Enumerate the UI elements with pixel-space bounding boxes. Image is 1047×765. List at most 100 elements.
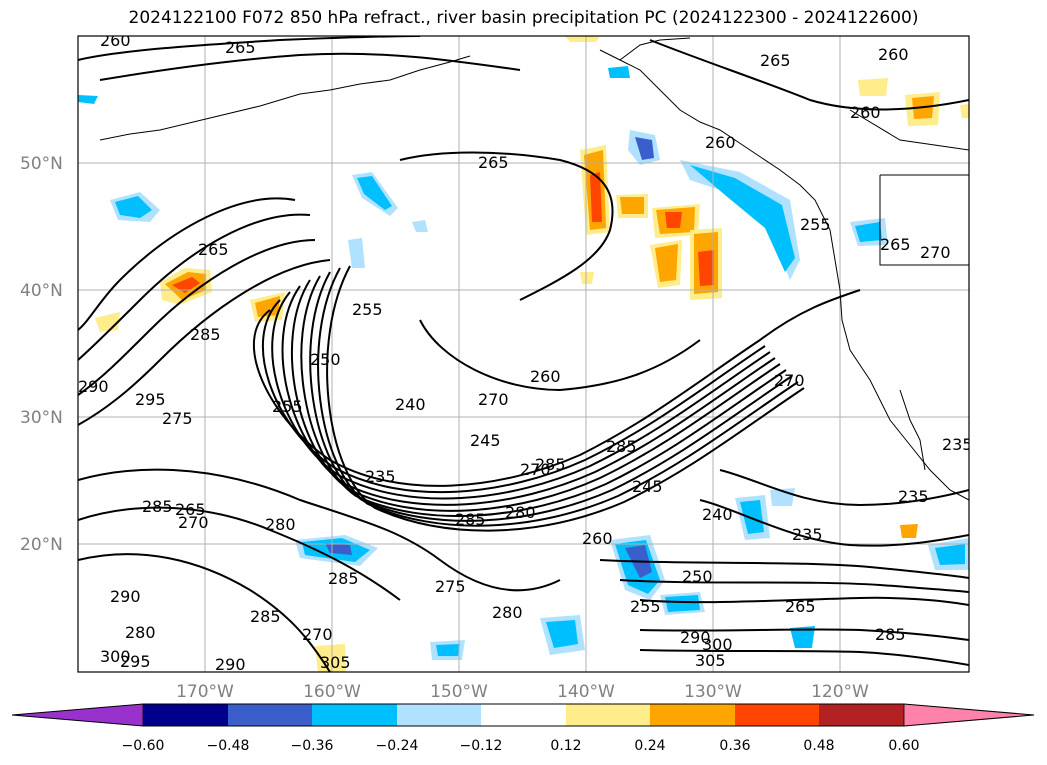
- contour-label: 285: [875, 625, 906, 644]
- colorbar-segment: [566, 704, 650, 726]
- contour-label: 265: [880, 235, 911, 254]
- contour-label: 235: [792, 525, 823, 544]
- contour-label: 255: [272, 397, 303, 416]
- contour-label: 265: [478, 153, 509, 172]
- contour-label: 260: [530, 367, 561, 386]
- contour-label: 305: [320, 653, 351, 672]
- contour-label: 275: [162, 409, 193, 428]
- contour-label: 255: [630, 597, 661, 616]
- lon-label: 140°W: [557, 682, 615, 702]
- contour-label: 270: [774, 371, 805, 390]
- contour-label: 250: [310, 350, 341, 369]
- colorbar: −0.60 −0.48 −0.36 −0.24 −0.12 0.12 0.24 …: [11, 703, 1035, 754]
- contour-label: 290: [110, 587, 141, 606]
- lon-label: 150°W: [430, 682, 488, 702]
- colorbar-extend-low: [12, 704, 143, 726]
- colorbar-tick: 0.60: [888, 738, 919, 754]
- contour-label: 285: [190, 325, 221, 344]
- colorbar-segment: [397, 704, 481, 726]
- colorbar-tick: 0.48: [803, 738, 834, 754]
- contour-labels: 260 265 265 265 265 260 260 260 260 255 …: [78, 31, 973, 674]
- contour-label: 270: [920, 243, 951, 262]
- colorbar-extend-high: [904, 704, 1034, 726]
- contour-label: 285: [328, 569, 359, 588]
- contour-label: 290: [78, 377, 109, 396]
- contour-label: 270: [302, 625, 333, 644]
- colorbar-tick: −0.12: [460, 738, 503, 754]
- colorbar-segment: [481, 704, 566, 726]
- contour-label: 285: [142, 497, 173, 516]
- contour-label: 265: [175, 500, 206, 519]
- contour-label: 285: [535, 455, 566, 474]
- contour-label: 280: [265, 515, 296, 534]
- contour-label: 275: [435, 577, 466, 596]
- colorbar-tick: −0.60: [122, 738, 165, 754]
- precip-shading: [78, 36, 969, 672]
- contour-label: 280: [492, 603, 523, 622]
- contour-label: 290: [215, 655, 246, 674]
- lat-label: 20°N: [20, 535, 63, 555]
- contour-label: 240: [395, 395, 426, 414]
- map-area: 260 265 265 265 265 260 260 260 260 255 …: [78, 31, 973, 674]
- contour-label: 305: [695, 651, 726, 670]
- contour-label: 285: [250, 607, 281, 626]
- contour-label: 235: [898, 487, 929, 506]
- colorbar-segment: [819, 704, 904, 726]
- contour-label: 265: [198, 240, 229, 259]
- coastlines: [99, 37, 969, 501]
- colorbar-segment: [735, 704, 819, 726]
- contour-label: 260: [100, 31, 131, 50]
- contour-label: 245: [470, 431, 501, 450]
- colorbar-segment: [312, 704, 397, 726]
- map-title: 2024122100 F072 850 hPa refract., river …: [128, 8, 919, 28]
- contour-label: 265: [225, 38, 256, 57]
- colorbar-tick: 0.24: [634, 738, 665, 754]
- contour-label: 260: [850, 103, 881, 122]
- contour-label: 235: [365, 467, 396, 486]
- contour-label: 265: [785, 597, 816, 616]
- contour-label: 280: [505, 503, 536, 522]
- colorbar-tick: −0.36: [291, 738, 334, 754]
- colorbar-segment: [650, 704, 735, 726]
- colorbar-ticks: −0.60 −0.48 −0.36 −0.24 −0.12 0.12 0.24 …: [122, 738, 920, 754]
- contour-label: 240: [702, 505, 733, 524]
- contour-label: 290: [680, 628, 711, 647]
- contour-label: 295: [135, 390, 166, 409]
- contour-label: 270: [520, 460, 551, 479]
- lon-label: 160°W: [303, 682, 361, 702]
- contour-label: 280: [125, 623, 156, 642]
- lat-label: 50°N: [20, 154, 63, 174]
- contour-label: 285: [606, 437, 637, 456]
- lon-label: 120°W: [811, 682, 869, 702]
- colorbar-tick: 0.12: [550, 738, 581, 754]
- refractivity-contours: [78, 36, 969, 672]
- latitude-labels: 50°N 40°N 30°N 20°N: [20, 154, 63, 555]
- contour-label: 245: [632, 477, 663, 496]
- contour-label: 285: [455, 510, 486, 529]
- contour-label: 235: [942, 435, 973, 454]
- longitude-labels: 170°W 160°W 150°W 140°W 130°W 120°W: [176, 682, 869, 702]
- lat-label: 30°N: [20, 408, 63, 428]
- contour-label: 300: [100, 647, 131, 666]
- contour-label: 250: [682, 567, 713, 586]
- colorbar-segment: [143, 704, 228, 726]
- contour-label: 295: [120, 652, 151, 671]
- colorbar-tick: 0.36: [719, 738, 750, 754]
- lon-label: 170°W: [176, 682, 234, 702]
- contour-label: 270: [478, 390, 509, 409]
- colorbar-tick: −0.24: [376, 738, 419, 754]
- graticule: [78, 36, 969, 672]
- colorbar-tick: −0.48: [207, 738, 250, 754]
- lon-label: 130°W: [684, 682, 742, 702]
- contour-label: 270: [178, 513, 209, 532]
- lat-label: 40°N: [20, 281, 63, 301]
- map-frame: [77, 35, 970, 673]
- contour-label: 255: [800, 215, 831, 234]
- contour-label: 255: [352, 300, 383, 319]
- contour-label: 265: [760, 51, 791, 70]
- contour-label: 260: [582, 529, 613, 548]
- contour-label: 300: [702, 635, 733, 654]
- colorbar-segment: [228, 704, 312, 726]
- contour-label: 260: [878, 45, 909, 64]
